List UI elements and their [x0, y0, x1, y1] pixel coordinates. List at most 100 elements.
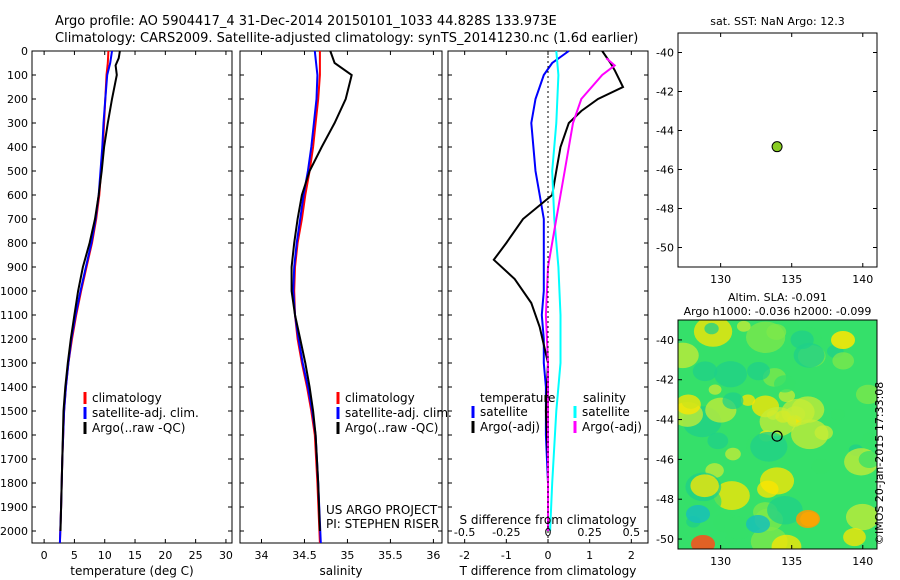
x-tick-label: 34: [254, 549, 268, 562]
title-line-2: Climatology: CARS2009. Satellite-adjuste…: [55, 31, 639, 46]
legend-label: Argo(-adj): [480, 420, 540, 434]
heatmap-cell: [746, 515, 770, 533]
heatmap-cell: [759, 406, 797, 437]
series-line: [58, 50, 110, 544]
x-tick-label: 130: [710, 273, 731, 286]
s-tick-label: -0.25: [492, 526, 520, 539]
plot-frame: [31, 50, 233, 544]
y-tick-label: -50: [656, 242, 674, 255]
y-tick-label: 1700: [0, 453, 28, 466]
y-tick-label: -44: [656, 125, 674, 138]
y-tick-label: -48: [656, 493, 674, 506]
heatmap-cell: [855, 384, 877, 405]
y-tick-label: 500: [7, 165, 28, 178]
y-tick-label: -42: [656, 374, 674, 387]
y-tick-label: 900: [7, 261, 28, 274]
y-tick-label: 1400: [0, 381, 28, 394]
annotation-project: US ARGO PROJECT: [326, 503, 438, 517]
map-title: sat. SST: NaN Argo: 12.3: [710, 15, 844, 28]
x-tick-label: 135: [781, 555, 802, 568]
x-axis-label: salinity: [319, 564, 362, 578]
heatmap-cell: [750, 431, 788, 462]
series-line: [530, 50, 570, 531]
x-axis-label: temperature (deg C): [70, 564, 193, 578]
series-line: [290, 50, 353, 532]
legend-label: climatology: [92, 391, 162, 405]
series-line: [58, 50, 113, 544]
s-tick-label: 0: [545, 526, 552, 539]
heatmap-cell: [791, 396, 825, 423]
y-tick-label: 0: [21, 45, 28, 58]
sla-title-2: Argo h1000: -0.036 h2000: -0.099: [684, 305, 872, 318]
x-tick-label: 25: [189, 549, 203, 562]
annotation-pi: PI: STEPHEN RISER: [326, 517, 439, 531]
s-tick-label: 0.5: [623, 526, 641, 539]
x-tick-label: 30: [219, 549, 233, 562]
y-tick-label: -40: [656, 47, 674, 60]
x-axis-label-2: S difference from climatology: [460, 513, 637, 527]
heatmap-cell: [725, 447, 741, 461]
sla-heatmap: [678, 320, 877, 549]
heatmap-cell: [832, 352, 855, 370]
heatmap-cell: [686, 505, 710, 523]
sla-title-1: Altim. SLA: -0.091: [728, 291, 827, 304]
y-tick-label: 400: [7, 141, 28, 154]
heatmap-cell: [724, 516, 754, 540]
legend-label: satellite-adj. clim.: [345, 406, 452, 420]
heatmap-cell: [793, 342, 825, 368]
y-tick-label: -50: [656, 533, 674, 546]
heatmap-cell: [740, 394, 756, 406]
y-tick-label: 1300: [0, 357, 28, 370]
x-tick-label: 0: [545, 549, 552, 562]
heatmap-cell: [830, 408, 845, 421]
y-tick-label: 1800: [0, 477, 28, 490]
map-panel-3: sat. SST: NaN Argo: 12.3 130 135 140 -40 -42 -…: [656, 15, 878, 286]
legend-label: satellite-adj. clim.: [92, 406, 199, 420]
heatmap-cell: [736, 320, 751, 332]
y-tick-label: 300: [7, 117, 28, 130]
x-tick-label: 10: [98, 549, 112, 562]
heatmap-cell: [678, 394, 701, 415]
x-tick-label: 0: [41, 549, 48, 562]
y-tick-label: -40: [656, 334, 674, 347]
heatmap-cell: [843, 528, 866, 547]
y-tick-label: 1200: [0, 333, 28, 346]
heatmap-cell: [858, 450, 877, 469]
heatmap-cell: [704, 322, 719, 335]
heatmap-cell: [747, 361, 771, 381]
heatmap-cell: [708, 384, 722, 395]
legend-label: Argo(..raw -QC): [92, 421, 185, 435]
series-line: [549, 50, 562, 532]
x-axis-label: T difference from climatology: [459, 564, 637, 578]
y-tick-label: 700: [7, 213, 28, 226]
x-tick-label: 34.5: [292, 549, 317, 562]
y-tick-label: 600: [7, 189, 28, 202]
x-tick-label: -1: [501, 549, 512, 562]
s-tick-label: 0.25: [577, 526, 602, 539]
series-line: [492, 50, 625, 531]
heatmap-cell: [707, 432, 729, 450]
y-tick-label: 100: [7, 69, 28, 82]
profile-panel-0: 0 5 10 15 20 25 300100200300400500600700800900…: [0, 45, 233, 578]
x-tick-label: 1: [586, 549, 593, 562]
x-tick-label: 140: [852, 273, 873, 286]
heatmap-cell: [690, 474, 719, 498]
heatmap-cell: [796, 510, 820, 528]
series-line: [59, 50, 121, 532]
y-tick-label: 1500: [0, 405, 28, 418]
heatmap-cell: [678, 342, 699, 369]
title-line-1: Argo profile: AO 5904417_4 31-Dec-2014 2…: [55, 14, 557, 29]
heatmap-cell: [713, 481, 750, 510]
x-tick-label: 140: [852, 555, 873, 568]
y-tick-label: -42: [656, 86, 674, 99]
heatmap-cell: [692, 361, 718, 382]
x-tick-label: 35: [340, 549, 354, 562]
y-tick-label: -46: [656, 453, 674, 466]
y-tick-label: 1600: [0, 429, 28, 442]
y-tick-label: 2000: [0, 525, 28, 538]
legend-label: satellite: [582, 405, 630, 419]
heatmap-cell: [691, 535, 715, 549]
heatmap-cell: [845, 503, 877, 531]
heatmap-cell: [831, 331, 855, 349]
